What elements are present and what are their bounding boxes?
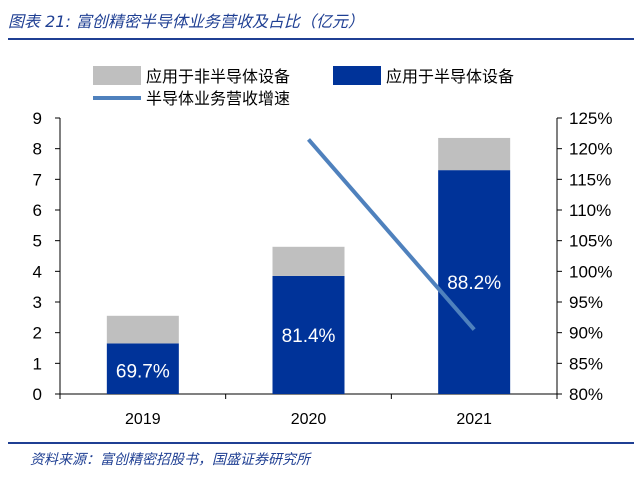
legend-label-semiconductor: 应用于半导体设备 [386,67,514,86]
y-tick-label: 0 [33,385,42,404]
legend-swatch-non-semiconductor [93,66,141,85]
y-tick-label: 7 [33,170,42,189]
bar-semiconductor [106,343,179,394]
x-tick-label: 2021 [456,411,492,428]
y-tick-label: 8 [33,140,42,159]
y-tick-label: 9 [33,109,42,128]
y-tick-label: 6 [33,201,42,220]
y-tick-label: 3 [33,293,42,312]
y-tick-label: 1 [33,354,42,373]
bar-non-semiconductor [272,246,345,276]
growth-line [306,138,476,331]
figure-title: 图表 21: 富创精密半导体业务营收及占比（亿元） [8,12,364,31]
y2-tick-label: 80% [569,385,603,404]
figure-source: 资料来源：富创精密招股书，国盛证券研究所 [30,452,310,468]
y2-tick-label: 110% [569,201,611,220]
data-label: 81.4% [282,326,336,347]
data-label: 88.2% [447,273,501,294]
x-tick-label: 2020 [291,411,327,428]
title-rule [8,38,634,40]
y-tick-label: 5 [33,232,42,251]
data-label: 69.7% [116,361,170,382]
source-rule [8,442,634,444]
x-tick-label: 2019 [125,411,161,428]
y2-tick-label: 90% [569,324,603,343]
bar-non-semiconductor [438,137,511,171]
legend-swatch-semiconductor [333,66,381,85]
legend-label-growth: 半导体业务营收增速 [146,90,290,108]
y2-tick-label: 85% [569,354,603,373]
y2-tick-label: 125% [569,109,612,128]
y-tick-label: 4 [33,262,42,281]
bar-semiconductor [272,275,345,394]
bar-non-semiconductor [106,315,179,344]
y2-tick-label: 100% [569,262,612,281]
bar-semiconductor [438,170,511,394]
y2-tick-label: 105% [569,232,612,251]
legend-label-non-semiconductor: 应用于非半导体设备 [146,67,290,86]
y2-tick-label: 120% [569,140,612,159]
y-tick-label: 2 [33,324,42,343]
y2-tick-label: 95% [569,293,603,312]
y2-tick-label: 115% [569,170,611,189]
